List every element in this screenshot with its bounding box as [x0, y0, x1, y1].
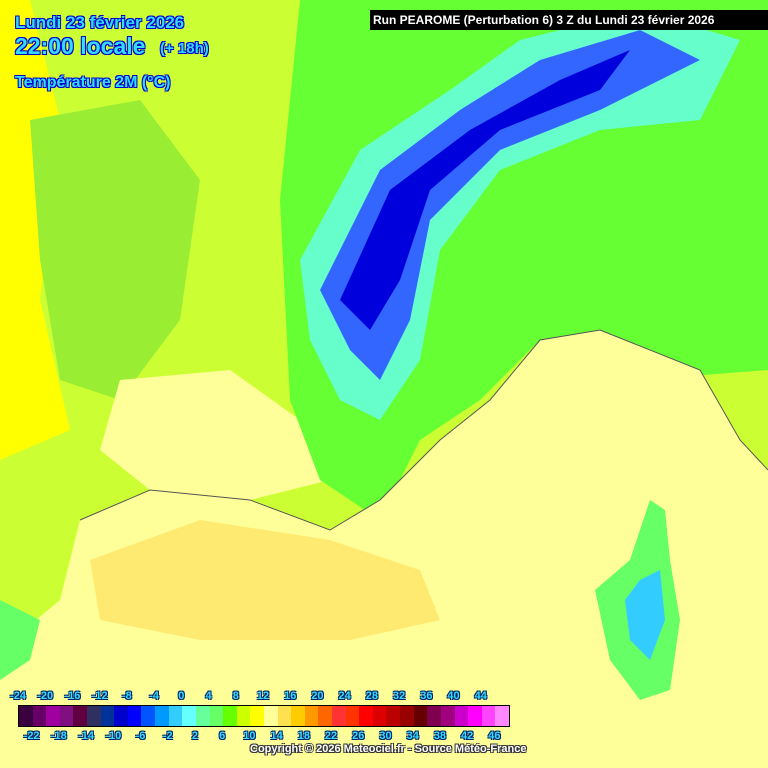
- legend-swatch: [182, 706, 196, 726]
- legend-swatch: [155, 706, 169, 726]
- legend-swatch: [345, 706, 360, 726]
- copyright: Copyright © 2026 Meteociel.fr - Source M…: [250, 743, 527, 755]
- legend-label-top: 8: [232, 690, 239, 702]
- legend-swatch: [32, 706, 47, 726]
- legend-swatch: [168, 706, 183, 726]
- legend-swatch: [195, 706, 210, 726]
- legend-label-bottom: -14: [78, 730, 94, 742]
- legend-swatch: [291, 706, 305, 726]
- forecast-date: Lundi 23 février 2026: [15, 13, 185, 32]
- legend-label-top: -16: [64, 690, 81, 702]
- alps-blue: [320, 30, 700, 380]
- legend-swatch: [100, 706, 115, 726]
- legend-label-bottom: 30: [379, 730, 392, 742]
- legend-swatch: [209, 706, 224, 726]
- coastline: [79, 329, 768, 531]
- legend-label-bottom: 38: [433, 730, 447, 742]
- lead-time: (+ 18h): [160, 40, 209, 57]
- legend-label-bottom: 6: [219, 730, 226, 742]
- legend-swatch: [400, 706, 414, 726]
- legend-swatch: [223, 706, 237, 726]
- legend-label-top: 4: [205, 690, 212, 702]
- legend-swatch: [386, 706, 401, 726]
- land-west-yellow: [0, 0, 70, 460]
- legend-swatch: [481, 706, 496, 726]
- legend-label-top: 36: [420, 690, 433, 702]
- legend-label-bottom: 34: [406, 730, 419, 742]
- run-info: Run PEAROME (Perturbation 6) 3 Z du Lund…: [370, 10, 768, 30]
- legend-label-bottom: -2: [162, 730, 173, 742]
- legend-label-top: 16: [284, 690, 297, 702]
- legend-label-bottom: 22: [324, 730, 338, 742]
- legend-swatch: [413, 706, 428, 726]
- land-center-pale: [100, 370, 330, 500]
- legend-swatch: [127, 706, 142, 726]
- legend-swatch: [495, 706, 509, 726]
- legend-swatch: [440, 706, 455, 726]
- legend-swatch: [73, 706, 88, 726]
- legend-label-bottom: -22: [23, 730, 40, 742]
- legend-label-bottom: 10: [243, 730, 256, 742]
- legend-swatch: [454, 706, 469, 726]
- legend-swatch: [372, 706, 387, 726]
- legend-swatch: [427, 706, 441, 726]
- legend-label-top: -4: [149, 690, 159, 702]
- legend-label-top: 24: [338, 690, 351, 702]
- legend-label-top: 28: [365, 690, 378, 702]
- land-southwest: [0, 600, 40, 680]
- legend-swatch: [46, 706, 60, 726]
- legend-swatch: [318, 706, 333, 726]
- legend-label-top: 20: [311, 690, 324, 702]
- legend-label-top: 44: [474, 690, 487, 702]
- legend-label-top: 32: [392, 690, 406, 702]
- legend-swatch: [236, 706, 251, 726]
- legend-label-top: 40: [447, 690, 460, 702]
- legend-label-top: -8: [121, 690, 132, 702]
- legend-label-bottom: 46: [488, 730, 501, 742]
- legend-swatch: [59, 706, 74, 726]
- legend-swatch: [114, 706, 128, 726]
- legend-label-bottom: -18: [50, 730, 67, 742]
- color-legend: [18, 705, 510, 727]
- legend-label-bottom: 18: [297, 730, 310, 742]
- legend-label-top: -12: [91, 690, 108, 702]
- legend-swatch: [332, 706, 346, 726]
- legend-label-top: 0: [178, 690, 185, 702]
- legend-label-bottom: 42: [461, 730, 474, 742]
- legend-swatch: [277, 706, 292, 726]
- sea-warm-patch: [90, 520, 440, 640]
- legend-swatch: [304, 706, 319, 726]
- legend-label-top: 12: [256, 690, 270, 702]
- alps-deep-blue: [340, 50, 630, 330]
- legend-label-bottom: 14: [270, 730, 283, 742]
- legend-label-bottom: -6: [135, 730, 146, 742]
- legend-label-bottom: 26: [352, 730, 365, 742]
- corsica-mountains: [625, 570, 665, 660]
- sea: [0, 330, 768, 768]
- parameter-title: Température 2M (°C): [15, 74, 171, 91]
- legend-swatch: [359, 706, 373, 726]
- legend-swatch: [141, 706, 156, 726]
- legend-swatch: [263, 706, 278, 726]
- legend-label-bottom: -10: [105, 730, 122, 742]
- legend-swatch: [250, 706, 264, 726]
- legend-swatch: [468, 706, 482, 726]
- legend-label-top: -24: [10, 690, 26, 702]
- land-west-green: [30, 100, 200, 400]
- legend-label-top: -20: [37, 690, 54, 702]
- forecast-time: 22:00 locale: [15, 33, 146, 59]
- legend-swatch: [19, 706, 33, 726]
- legend-label-bottom: 2: [191, 730, 198, 742]
- legend-swatch: [87, 706, 101, 726]
